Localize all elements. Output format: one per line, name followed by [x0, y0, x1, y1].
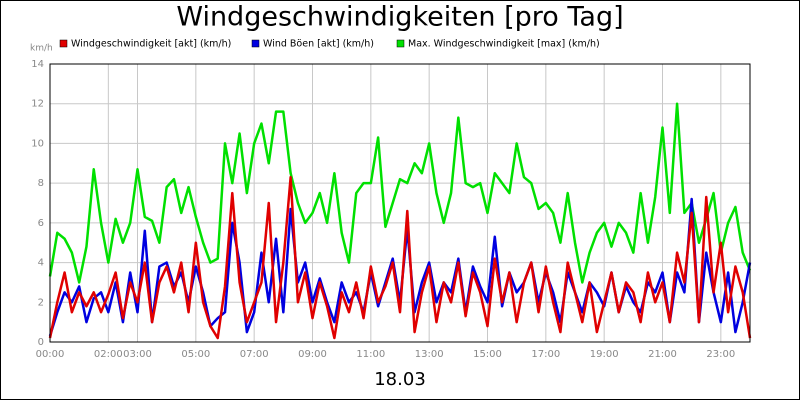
y-tick-label: 2	[38, 297, 44, 308]
y-tick-label: 10	[31, 138, 44, 149]
x-tick-label: 21:00	[648, 349, 677, 360]
legend-swatch	[59, 39, 68, 48]
y-axis-label: km/h	[30, 44, 53, 54]
x-tick-label: 03:00	[123, 349, 152, 360]
x-tick-label: 17:00	[531, 349, 560, 360]
y-tick-label: 8	[38, 178, 44, 189]
x-tick-label: 15:00	[473, 349, 502, 360]
legend-label: Max. Windgeschwindigkeit [max] (km/h)	[408, 39, 600, 50]
x-tick-label: 19:00	[590, 349, 619, 360]
legend-swatch	[251, 39, 260, 48]
legend-swatch	[396, 39, 405, 48]
x-axis-label: 18.03	[374, 369, 426, 390]
x-tick-label: 02:00	[94, 349, 123, 360]
x-tick-label: 13:00	[415, 349, 444, 360]
series-line	[48, 102, 752, 284]
y-tick-label: 14	[31, 59, 44, 70]
series-line	[48, 175, 752, 340]
chart-title: Windgeschwindigkeiten [pro Tag]	[176, 2, 623, 33]
y-tick-label: 0	[38, 337, 44, 348]
x-tick-label: 11:00	[356, 349, 385, 360]
plot-border	[49, 63, 751, 343]
y-tick-label: 6	[38, 218, 44, 229]
legend-label: Wind Böen [akt] (km/h)	[263, 39, 374, 50]
x-tick-label: 00:00	[36, 349, 65, 360]
y-tick-label: 4	[38, 258, 44, 269]
x-tick-label: 05:00	[181, 349, 210, 360]
legend-label: Windgeschwindigkeit [akt] (km/h)	[71, 39, 231, 50]
y-tick-label: 12	[31, 99, 44, 110]
x-tick-label: 07:00	[240, 349, 269, 360]
x-tick-label: 09:00	[298, 349, 327, 360]
x-tick-label: 23:00	[706, 349, 735, 360]
